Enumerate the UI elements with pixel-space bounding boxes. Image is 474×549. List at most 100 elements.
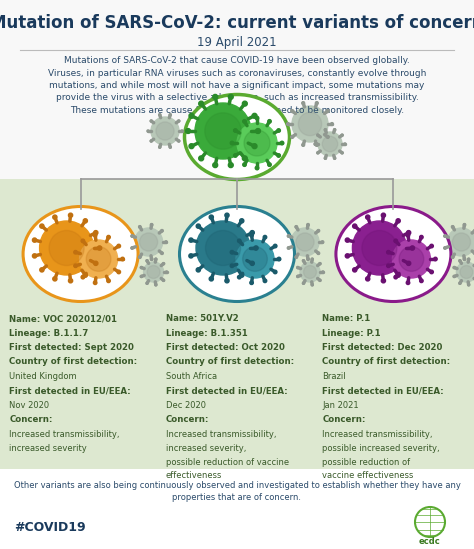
Circle shape bbox=[381, 213, 385, 217]
Circle shape bbox=[365, 277, 370, 281]
Ellipse shape bbox=[180, 206, 294, 301]
Text: increased severity: increased severity bbox=[9, 444, 87, 453]
Text: Concern:: Concern: bbox=[166, 416, 210, 424]
Circle shape bbox=[32, 238, 36, 242]
Circle shape bbox=[315, 102, 318, 104]
Circle shape bbox=[287, 235, 290, 237]
Circle shape bbox=[321, 241, 324, 243]
Circle shape bbox=[250, 261, 255, 265]
Circle shape bbox=[94, 261, 98, 265]
Circle shape bbox=[242, 101, 247, 106]
Circle shape bbox=[334, 128, 336, 131]
Circle shape bbox=[53, 277, 57, 281]
Circle shape bbox=[189, 238, 193, 242]
Circle shape bbox=[213, 94, 218, 99]
Circle shape bbox=[322, 136, 338, 152]
Text: First detected: Dec 2020: First detected: Dec 2020 bbox=[322, 343, 443, 352]
Circle shape bbox=[230, 264, 234, 267]
Circle shape bbox=[252, 113, 257, 118]
Circle shape bbox=[209, 277, 213, 281]
Circle shape bbox=[396, 273, 400, 277]
Circle shape bbox=[255, 116, 259, 120]
Circle shape bbox=[74, 264, 77, 267]
Circle shape bbox=[155, 258, 157, 260]
Circle shape bbox=[107, 279, 110, 283]
Circle shape bbox=[225, 213, 229, 217]
Circle shape bbox=[213, 163, 218, 167]
Text: Country of first detection:: Country of first detection: bbox=[166, 357, 294, 367]
Circle shape bbox=[225, 279, 229, 283]
Circle shape bbox=[94, 231, 98, 235]
Circle shape bbox=[244, 130, 270, 156]
Circle shape bbox=[263, 279, 267, 283]
Circle shape bbox=[353, 268, 357, 272]
Circle shape bbox=[169, 114, 171, 116]
Circle shape bbox=[456, 262, 474, 282]
Circle shape bbox=[250, 233, 253, 237]
Circle shape bbox=[394, 239, 398, 243]
Text: First detected in EU/EEA:: First detected in EU/EEA: bbox=[322, 386, 444, 395]
Circle shape bbox=[234, 154, 237, 157]
Circle shape bbox=[273, 244, 277, 248]
Circle shape bbox=[83, 219, 87, 223]
Circle shape bbox=[40, 224, 44, 228]
Circle shape bbox=[147, 266, 160, 278]
Text: First detected in EU/EEA:: First detected in EU/EEA: bbox=[166, 386, 288, 395]
Text: Name: P.1: Name: P.1 bbox=[322, 314, 371, 323]
Circle shape bbox=[121, 257, 124, 261]
Circle shape bbox=[330, 122, 333, 125]
Circle shape bbox=[463, 258, 465, 260]
Circle shape bbox=[298, 113, 322, 136]
Circle shape bbox=[40, 221, 93, 275]
Circle shape bbox=[324, 157, 327, 159]
Circle shape bbox=[150, 223, 153, 226]
Circle shape bbox=[297, 266, 299, 268]
Text: Concern:: Concern: bbox=[322, 416, 366, 424]
Circle shape bbox=[131, 247, 133, 249]
Circle shape bbox=[181, 130, 183, 132]
Circle shape bbox=[444, 247, 446, 249]
Circle shape bbox=[345, 254, 349, 258]
Circle shape bbox=[317, 252, 319, 255]
Circle shape bbox=[81, 239, 85, 243]
Circle shape bbox=[268, 163, 271, 166]
Circle shape bbox=[150, 258, 153, 260]
Circle shape bbox=[135, 228, 163, 256]
Circle shape bbox=[300, 262, 320, 282]
Ellipse shape bbox=[336, 206, 451, 301]
Circle shape bbox=[280, 141, 284, 145]
Circle shape bbox=[189, 254, 193, 258]
Circle shape bbox=[302, 143, 305, 147]
Text: Brazil: Brazil bbox=[322, 372, 346, 381]
Circle shape bbox=[255, 128, 260, 133]
Circle shape bbox=[163, 279, 164, 282]
Circle shape bbox=[163, 262, 164, 265]
Circle shape bbox=[295, 256, 298, 259]
Circle shape bbox=[159, 114, 161, 116]
Circle shape bbox=[189, 113, 194, 118]
Circle shape bbox=[451, 226, 454, 228]
Bar bbox=[0, 0, 474, 179]
Ellipse shape bbox=[23, 206, 138, 301]
Circle shape bbox=[447, 228, 474, 256]
Circle shape bbox=[240, 219, 244, 223]
Circle shape bbox=[406, 233, 410, 237]
Circle shape bbox=[452, 233, 471, 251]
Circle shape bbox=[138, 256, 141, 259]
Circle shape bbox=[434, 257, 437, 261]
Circle shape bbox=[365, 215, 370, 219]
Circle shape bbox=[459, 260, 461, 262]
Circle shape bbox=[277, 154, 281, 157]
Text: Dec 2020: Dec 2020 bbox=[166, 401, 206, 410]
Circle shape bbox=[303, 266, 317, 278]
Circle shape bbox=[327, 110, 329, 113]
Text: possible increased severity,: possible increased severity, bbox=[322, 444, 440, 453]
Text: First detected: Sept 2020: First detected: Sept 2020 bbox=[9, 343, 134, 352]
Circle shape bbox=[178, 120, 180, 122]
Circle shape bbox=[463, 223, 465, 226]
Circle shape bbox=[196, 221, 250, 275]
Circle shape bbox=[317, 152, 319, 154]
Circle shape bbox=[140, 276, 142, 277]
Circle shape bbox=[230, 141, 234, 145]
Circle shape bbox=[277, 257, 281, 261]
